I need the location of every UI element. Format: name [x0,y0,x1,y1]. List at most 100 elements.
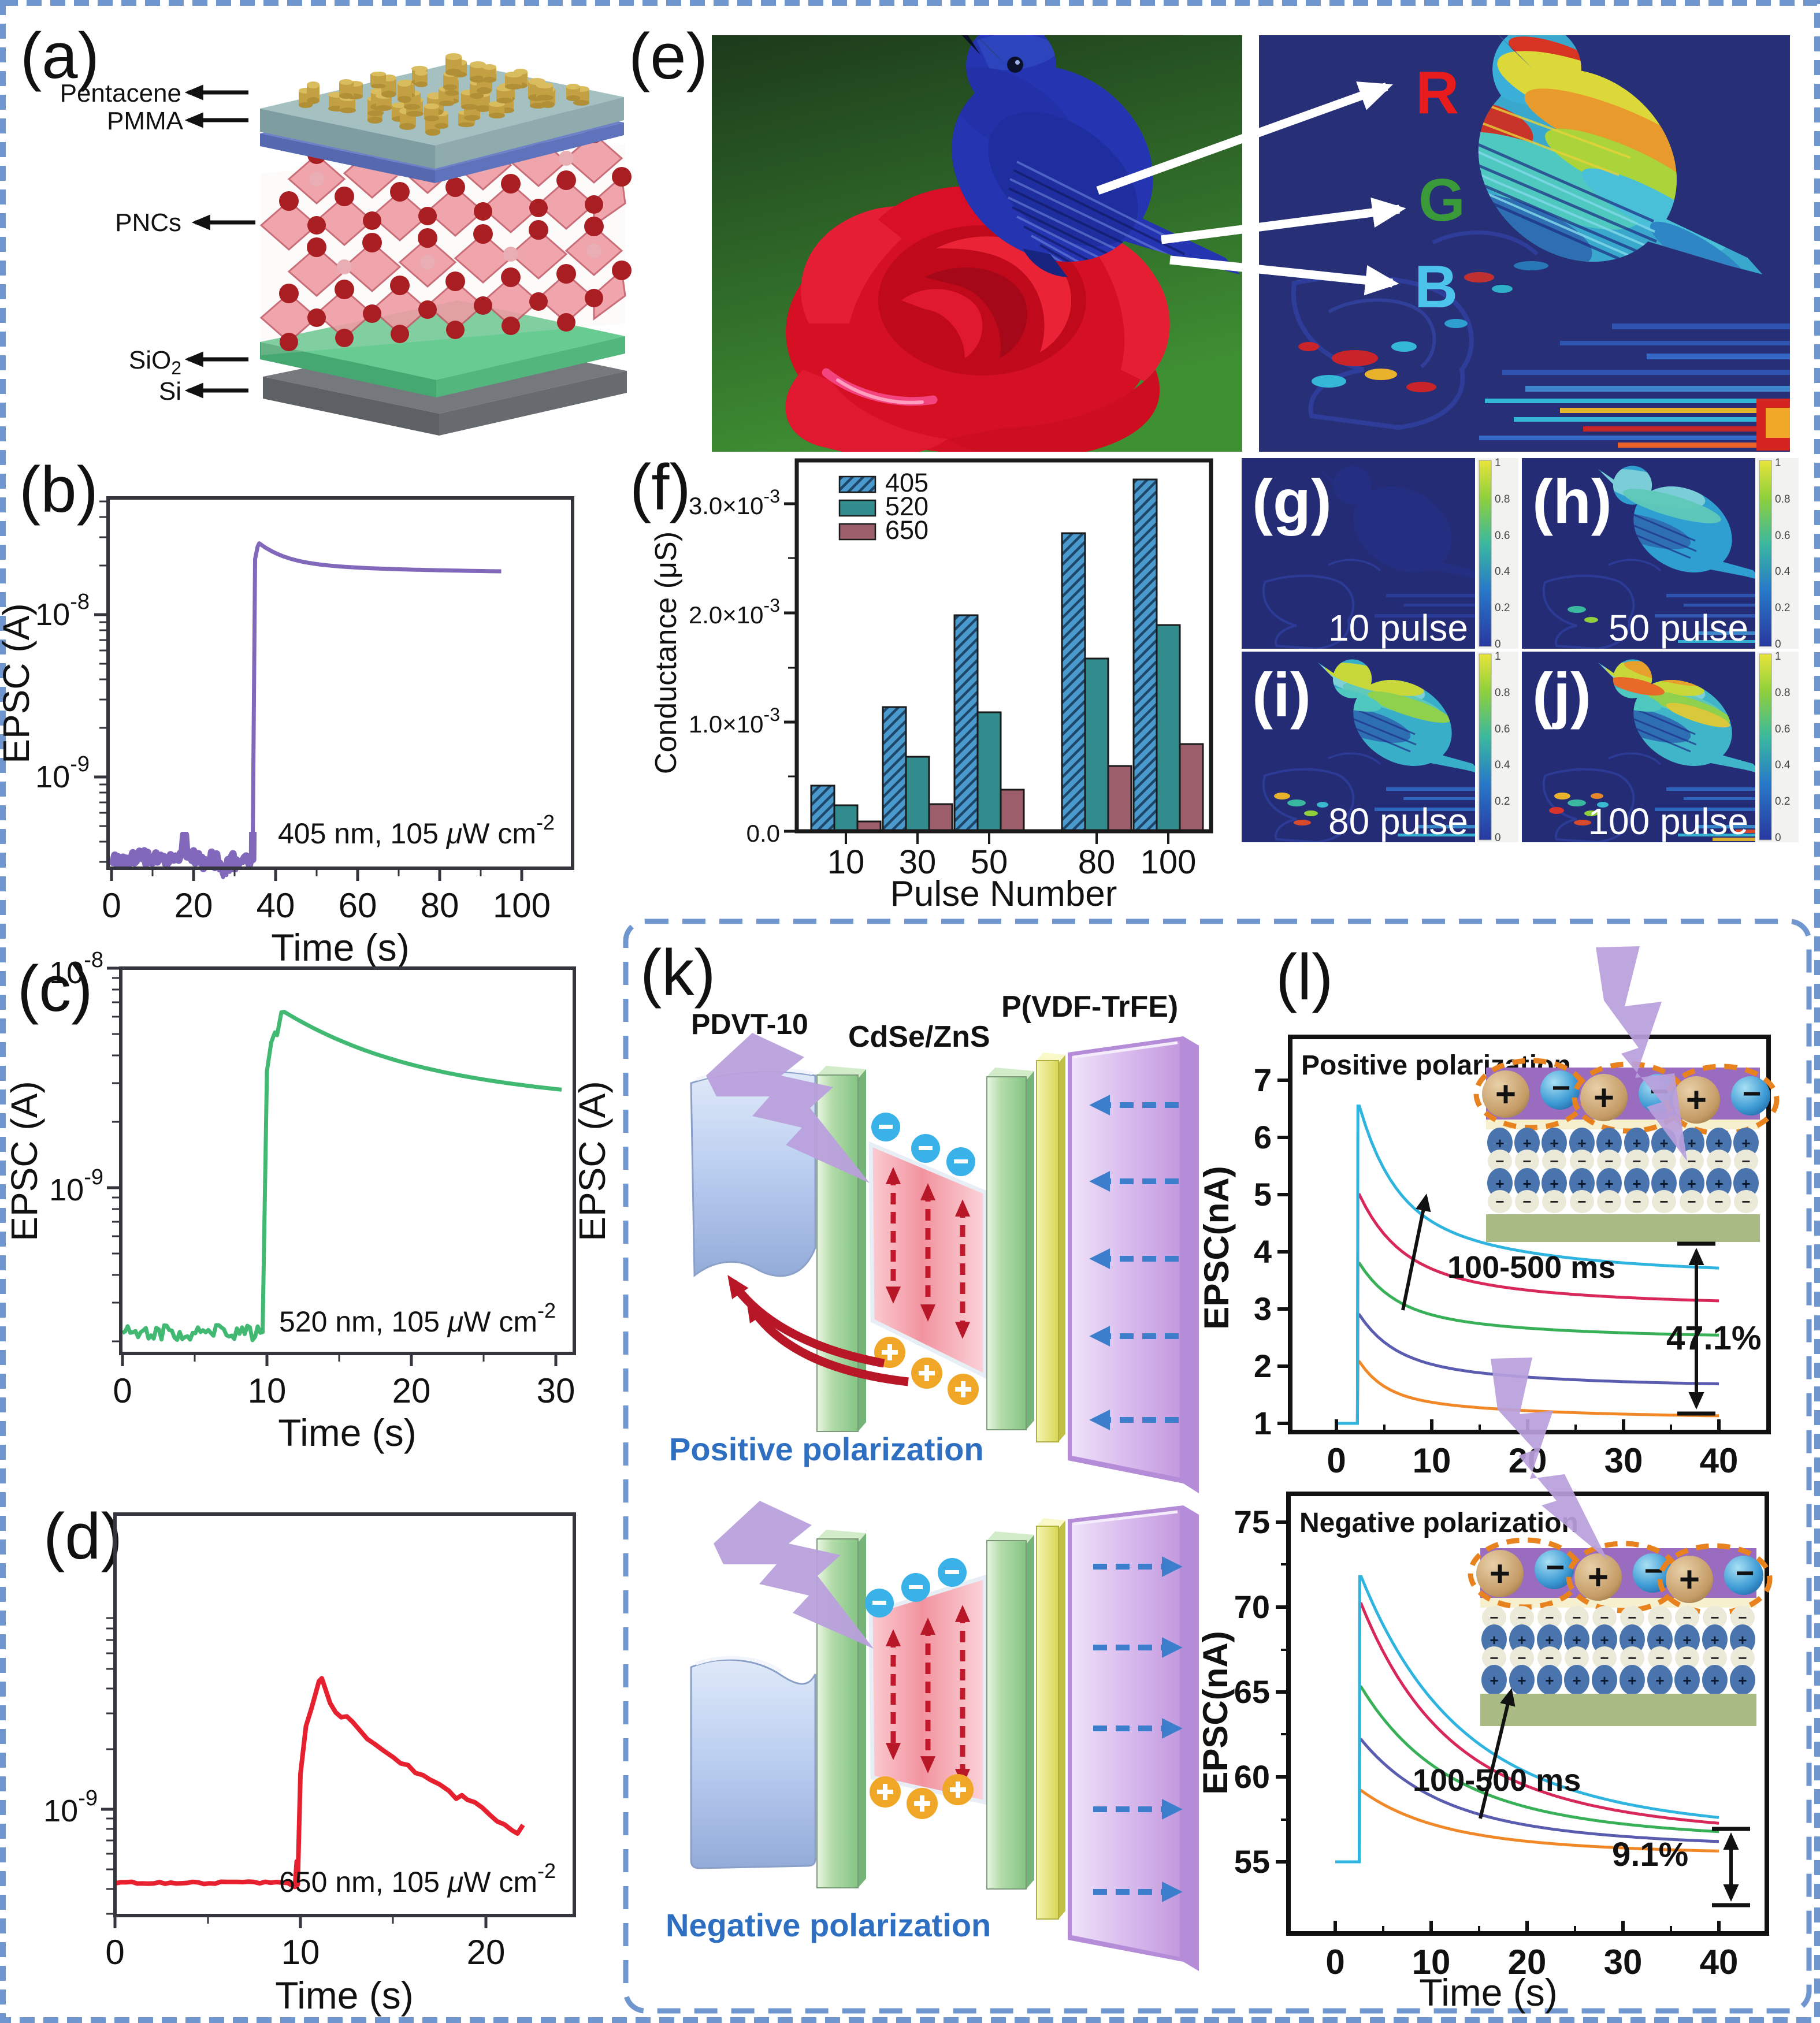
svg-text:+: + [1490,1554,1510,1594]
svg-text:20: 20 [1508,1943,1547,1981]
svg-text:0.8: 0.8 [1495,493,1510,505]
svg-text:70: 70 [1234,1589,1270,1625]
svg-text:10-9: 10-9 [43,1786,98,1828]
svg-text:0.4: 0.4 [1495,566,1510,578]
svg-text:30: 30 [1604,1441,1643,1480]
svg-text:10: 10 [827,843,865,881]
svg-text:(b): (b) [19,453,98,526]
svg-text:0.4: 0.4 [1495,759,1510,771]
svg-text:10-8: 10-8 [35,590,90,632]
svg-text:10: 10 [1413,1441,1451,1480]
svg-text:80: 80 [1078,843,1116,881]
svg-text:40: 40 [1700,1943,1739,1981]
svg-text:+: + [1600,1631,1609,1649]
svg-text:+: + [1495,1135,1504,1152]
svg-text:+: + [1588,1557,1609,1597]
svg-text:Time (s): Time (s) [1419,1971,1558,2014]
svg-text:−: − [1517,1609,1526,1626]
svg-text:Time (s): Time (s) [275,1974,414,2017]
svg-text:520 nm, 105 μW cm-2: 520 nm, 105 μW cm-2 [279,1299,556,1338]
svg-text:1: 1 [1775,457,1781,469]
svg-text:−: − [1659,1193,1668,1210]
svg-text:0.6: 0.6 [1775,723,1790,735]
svg-text:(l): (l) [1276,941,1333,1013]
svg-text:+: + [1632,1135,1641,1152]
svg-text:EPSC(nA): EPSC(nA) [1196,1631,1235,1794]
svg-text:2.0×10-3: 2.0×10-3 [689,595,780,629]
svg-text:+: + [1655,1631,1664,1649]
svg-text:100 pulse: 100 pulse [1588,801,1748,842]
svg-text:−: − [1736,1555,1755,1591]
svg-text:20: 20 [392,1371,431,1410]
svg-text:+: + [1600,1672,1609,1689]
svg-text:7: 7 [1254,1062,1272,1098]
svg-text:47.1%: 47.1% [1666,1319,1761,1357]
svg-text:+: + [1741,1135,1750,1152]
svg-text:(c): (c) [17,953,93,1025]
svg-text:1: 1 [1775,650,1781,663]
svg-text:−: − [1572,1609,1581,1626]
svg-text:−: − [1741,1152,1750,1170]
svg-text:R: R [1416,60,1459,127]
svg-text:55: 55 [1234,1843,1270,1880]
svg-text:−: − [1600,1649,1609,1667]
svg-text:80: 80 [421,886,459,925]
svg-text:0.6: 0.6 [1495,530,1510,542]
svg-text:40: 40 [257,886,295,925]
svg-text:+: + [1594,1078,1614,1118]
svg-text:6: 6 [1254,1119,1272,1155]
svg-text:−: − [1738,1649,1747,1667]
svg-text:EPSC(nA): EPSC(nA) [1197,1166,1236,1329]
svg-text:−: − [1550,1152,1558,1170]
svg-text:−: − [1655,1649,1664,1667]
svg-text:(i): (i) [1252,660,1311,730]
svg-text:+: + [1490,1672,1498,1689]
svg-text:−: − [1490,1609,1498,1626]
svg-text:+: + [1655,1672,1664,1689]
svg-text:SiO2: SiO2 [129,346,181,378]
svg-text:−: − [1655,1609,1664,1626]
svg-text:30: 30 [1604,1943,1643,1981]
svg-text:+: + [1738,1672,1747,1689]
svg-text:+: + [1495,1074,1516,1114]
svg-text:0.8: 0.8 [1775,493,1790,505]
svg-text:(g): (g) [1252,466,1332,536]
svg-text:3: 3 [1254,1291,1272,1327]
svg-text:+: + [1522,1135,1531,1152]
svg-text:−: − [1710,1649,1719,1667]
svg-text:−: − [1600,1609,1609,1626]
svg-text:−: − [1632,1193,1641,1210]
svg-text:1.0×10-3: 1.0×10-3 [689,704,780,738]
svg-text:9.1%: 9.1% [1612,1836,1688,1873]
svg-text:−: − [1490,1649,1498,1667]
svg-text:PMMA: PMMA [107,107,184,135]
svg-text:405 nm, 105 μW cm-2: 405 nm, 105 μW cm-2 [278,810,555,850]
svg-text:+: + [1545,1631,1554,1649]
svg-text:EPSC (A): EPSC (A) [571,1081,613,1241]
svg-text:0.8: 0.8 [1495,687,1510,699]
svg-text:+: + [1679,1560,1700,1600]
svg-text:Time (s): Time (s) [271,926,410,969]
svg-text:−: − [1714,1193,1723,1210]
svg-text:0.6: 0.6 [1495,723,1510,735]
svg-text:EPSC (A): EPSC (A) [0,603,37,763]
svg-text:−: − [1550,1193,1558,1210]
svg-text:650 nm, 105 μW cm-2: 650 nm, 105 μW cm-2 [279,1859,556,1898]
svg-text:+: + [1659,1135,1668,1152]
svg-text:−: − [1604,1152,1613,1170]
svg-text:+: + [1682,1631,1691,1649]
svg-text:Positive polarization: Positive polarization [669,1431,984,1467]
svg-text:Pentacene: Pentacene [60,79,181,107]
svg-text:100-500 ms: 100-500 ms [1413,1763,1581,1798]
svg-text:+: + [1517,1631,1526,1649]
svg-text:100-500 ms: 100-500 ms [1447,1250,1615,1285]
svg-text:+: + [1741,1175,1750,1192]
svg-text:G: G [1418,167,1465,234]
svg-text:50: 50 [971,843,1008,881]
svg-text:0: 0 [1495,638,1501,650]
svg-text:65: 65 [1234,1674,1270,1710]
svg-text:+: + [1710,1672,1719,1689]
svg-text:−: − [1632,1152,1641,1170]
svg-text:+: + [1710,1631,1719,1649]
svg-text:−: − [1545,1649,1554,1667]
